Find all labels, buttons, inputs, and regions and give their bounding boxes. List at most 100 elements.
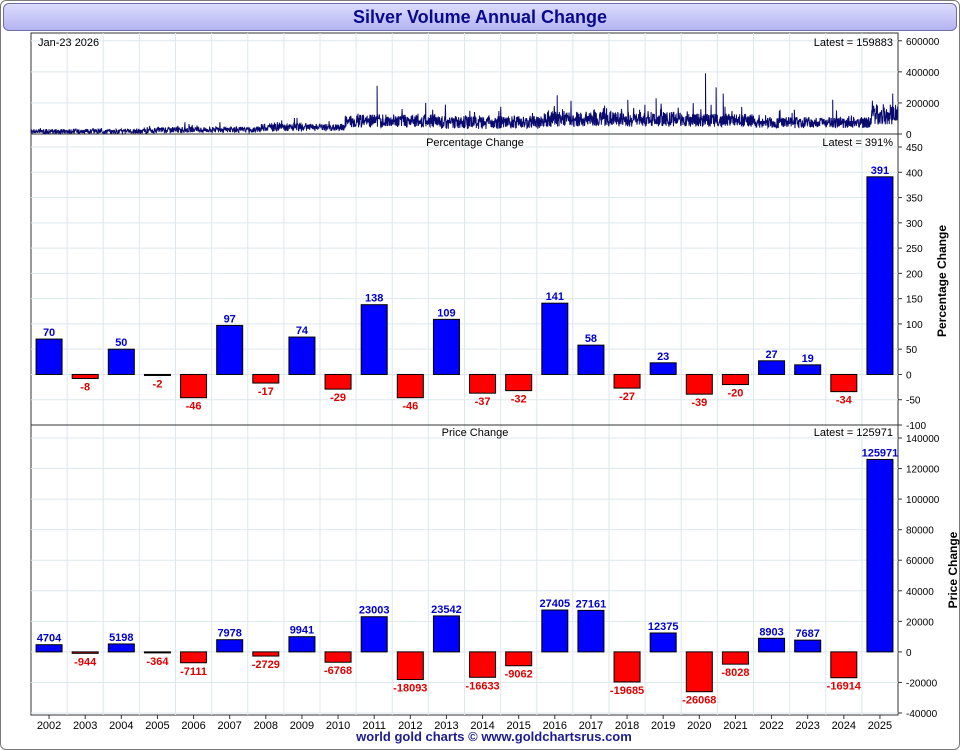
percentage-y-tick-label: 100: [906, 320, 923, 331]
chart-title: Silver Volume Annual Change: [3, 3, 957, 31]
x-axis-tick-label: 2002: [37, 720, 61, 732]
percentage-value-label: -46: [186, 401, 202, 413]
percentage-y-tick-label: 50: [906, 345, 918, 356]
price-value-label: -7111: [180, 666, 207, 678]
percentage-bar-2013: [432, 318, 460, 375]
price-bar-2012: [396, 651, 424, 681]
percentage-latest-label: Latest = 391%: [822, 137, 893, 149]
price-value-label: 7978: [217, 628, 241, 640]
percentage-value-label: 74: [296, 325, 309, 337]
percentage-bar-2006: [180, 373, 208, 399]
percentage-bar-2015: [505, 373, 533, 392]
price-bar-2013: [432, 615, 460, 653]
percentage-bar-2016: [541, 302, 569, 375]
percentage-value-label: -37: [475, 396, 491, 408]
percentage-value-label: 27: [765, 349, 777, 361]
price-bar-2018: [613, 651, 641, 683]
price-value-label: -19685: [610, 685, 644, 697]
percentage-value-label: -34: [836, 395, 853, 407]
price-latest-label: Latest = 125971: [814, 427, 893, 439]
percentage-y-tick-label: -100: [906, 421, 926, 432]
x-axis-tick-label: 2019: [651, 720, 675, 732]
percentage-value-label: 70: [43, 327, 55, 339]
mark-layer: [30, 73, 899, 693]
price-y-tick-label: -40000: [906, 709, 938, 720]
percentage-y-tick-label: 0: [906, 370, 912, 381]
price-bar-2008: [252, 651, 280, 657]
price-bar-2006: [180, 651, 208, 664]
volume-y-tick-label: 0: [906, 130, 912, 141]
price-bar-2023: [794, 639, 822, 653]
price-y-tick-label: 140000: [906, 434, 940, 445]
price-value-label: -9062: [505, 669, 533, 681]
percentage-value-label: 19: [802, 353, 814, 365]
x-axis-tick-label: 2017: [579, 720, 603, 732]
percentage-bar-2003: [71, 373, 99, 379]
percentage-y-tick-label: 350: [906, 194, 923, 205]
price-bar-2020: [685, 651, 713, 693]
x-axis-tick-label: 2014: [470, 720, 494, 732]
price-bar-2019: [649, 632, 677, 653]
price-y-tick-label: -20000: [906, 678, 938, 689]
percentage-bar-2012: [396, 373, 424, 399]
price-value-label: -6768: [324, 665, 352, 677]
percentage-value-label: 97: [224, 313, 236, 325]
price-y-tick-label: 100000: [906, 495, 940, 506]
percentage-bar-2019: [649, 362, 677, 375]
percentage-y-tick-label: 250: [906, 244, 923, 255]
x-axis-tick-label: 2020: [687, 720, 711, 732]
price-value-label: -8028: [721, 667, 749, 679]
percentage-y-tick-label: 450: [906, 143, 923, 154]
percentage-value-label: -27: [619, 391, 635, 403]
x-axis-tick-label: 2025: [868, 720, 892, 732]
percentage-bar-2014: [469, 373, 497, 394]
price-value-label: 4704: [37, 633, 62, 645]
percentage-value-label: -20: [727, 388, 743, 400]
percentage-value-label: 141: [546, 291, 564, 303]
percentage-bar-2024: [830, 373, 858, 393]
percentage-bar-2008: [252, 373, 280, 384]
price-bar-2016: [541, 609, 569, 653]
percentage-value-label: -17: [258, 386, 274, 398]
percentage-bar-2022: [758, 360, 786, 375]
percentage-y-tick-label: 300: [906, 219, 923, 230]
price-y-axis-title: Price Change: [946, 531, 960, 608]
percentage-y-tick-label: 400: [906, 168, 923, 179]
percentage-value-label: -39: [691, 397, 707, 409]
percentage-value-label: 50: [115, 337, 127, 349]
volume-date-label: Jan-23 2026: [38, 37, 99, 49]
price-bar-2017: [577, 609, 605, 653]
percentage-value-label: -29: [330, 392, 346, 404]
price-value-label: 5198: [109, 632, 133, 644]
price-bar-2003: [71, 651, 99, 654]
x-axis-tick-label: 2016: [543, 720, 567, 732]
price-value-label: -26068: [682, 695, 716, 707]
volume-y-tick-label: 400000: [906, 68, 940, 79]
footer-credit: world gold charts © www.goldchartsrus.co…: [356, 729, 632, 744]
percentage-y-tick-label: -50: [906, 396, 921, 407]
percentage-bar-2010: [324, 373, 352, 390]
price-bar-2009: [288, 636, 316, 653]
price-y-tick-label: 80000: [906, 526, 934, 537]
x-axis-tick-label: 2010: [326, 720, 350, 732]
x-axis-tick-label: 2024: [832, 720, 856, 732]
price-value-label: -364: [146, 656, 169, 668]
volume-y-tick-label: 600000: [906, 37, 940, 48]
price-y-tick-label: 60000: [906, 556, 934, 567]
price-bar-2005: [143, 651, 171, 654]
price-value-label: -944: [74, 656, 97, 668]
x-axis-tick-label: 2006: [181, 720, 205, 732]
x-axis-tick-label: 2005: [145, 720, 169, 732]
price-value-label: 23542: [431, 604, 462, 616]
percentage-y-tick-label: 150: [906, 295, 923, 306]
x-axis-tick-label: 2012: [398, 720, 422, 732]
price-value-label: 27405: [540, 598, 571, 610]
price-bar-2010: [324, 651, 352, 663]
x-axis-tick-label: 2007: [217, 720, 241, 732]
x-axis-tick-label: 2023: [795, 720, 819, 732]
percentage-bar-2009: [288, 336, 316, 375]
price-bar-2014: [469, 651, 497, 678]
percentage-bar-2020: [685, 373, 713, 395]
percentage-value-label: -46: [402, 401, 418, 413]
percentage-value-label: 391: [871, 165, 889, 177]
